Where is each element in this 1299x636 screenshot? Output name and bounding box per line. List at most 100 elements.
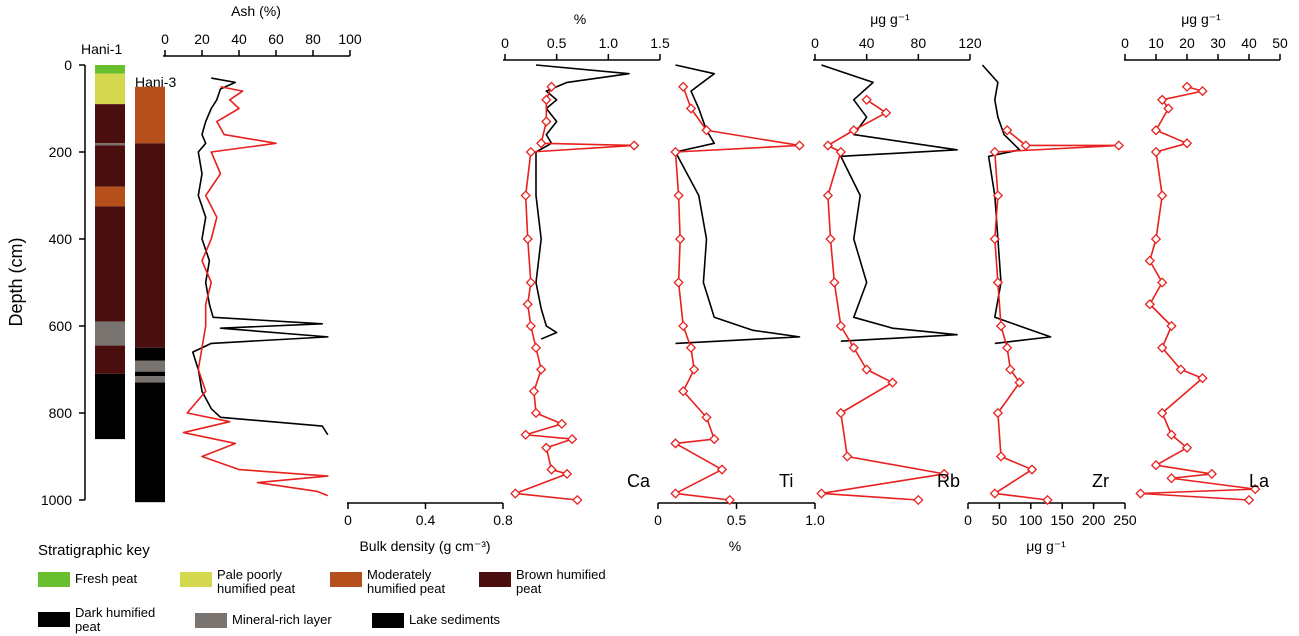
ugg-top-axis-title: μg g⁻¹: [870, 11, 910, 27]
series-point: [1181, 81, 1193, 92]
axis-tick-label: 0: [654, 512, 662, 528]
series-point: [1163, 103, 1174, 114]
lithology-unit: [95, 321, 125, 346]
series-point: [1005, 364, 1016, 375]
panel-label-zr: Zr: [1092, 471, 1109, 491]
series-point: [861, 94, 872, 105]
series-point: [670, 146, 681, 158]
series-point: [992, 190, 1004, 201]
series-point: [541, 94, 552, 105]
series-line-zr-hani-1: [981, 64, 1052, 345]
series-line-ash-hani-1: [191, 77, 329, 436]
ash-top-axis: Ash (%) 0 20 40 60 80 100: [161, 3, 362, 57]
series-point: [673, 190, 684, 201]
axis-tick-label: 50: [992, 512, 1008, 528]
lithology-unit: [135, 371, 165, 377]
swatch-lake-sediments: [372, 613, 404, 628]
series-line-zr-hani-3: [993, 129, 1120, 501]
swatch-dark-peat: [38, 612, 70, 627]
series-point: [1243, 494, 1255, 506]
series-point: [674, 233, 686, 245]
series-point: [510, 488, 521, 499]
axis-tick-label: 0.8: [493, 512, 513, 528]
percent-top-axis: % 0 0.5 1.0 1.5: [501, 11, 670, 61]
series-point: [1206, 468, 1217, 480]
series-point: [701, 412, 712, 423]
depth-tick-label: 400: [49, 231, 73, 247]
lithology-unit: [135, 360, 165, 372]
axis-tick-label: 40: [231, 31, 247, 47]
series-point: [1175, 364, 1186, 375]
legend-label: Lake sediments: [409, 612, 501, 627]
series-point: [1197, 85, 1208, 97]
series-point: [992, 407, 1004, 419]
series-point: [1197, 373, 1208, 384]
axis-tick-label: 0: [964, 512, 972, 528]
lithology-unit: [95, 145, 125, 187]
series-point: [1250, 483, 1261, 495]
series-point: [848, 125, 859, 136]
legend-label: Brown humified peat: [516, 567, 606, 596]
axis-tick-label: 0.5: [547, 35, 567, 51]
swatch-moderate-peat: [330, 572, 362, 587]
series-point: [673, 277, 684, 288]
series-point: [522, 299, 533, 310]
swatch-fresh-peat: [38, 572, 70, 587]
swatch-pale-peat: [180, 572, 212, 587]
axis-tick-label: 1.5: [650, 35, 670, 51]
series-point: [536, 138, 547, 149]
axis-tick-label: 40: [859, 35, 875, 51]
series-point: [678, 386, 689, 397]
axis-tick-label: 60: [268, 31, 284, 47]
lithology-column-hani1: [95, 65, 125, 440]
stratigraphic-key: Stratigraphic key Fresh peat Pale poorly…: [38, 540, 678, 636]
series-point: [520, 429, 531, 440]
depth-tick-label: 200: [49, 144, 73, 160]
series-point: [989, 146, 1000, 158]
depth-tick-label: 800: [49, 405, 73, 421]
panel-label-ti: Ti: [779, 471, 793, 491]
lithology-unit: [95, 65, 125, 74]
series-point: [842, 451, 853, 462]
series-point: [678, 81, 689, 92]
axis-tick-label: 80: [305, 31, 321, 47]
axis-tick-label: 40: [1241, 35, 1257, 51]
series-point: [709, 433, 720, 445]
series-point: [861, 364, 872, 375]
lithology-unit: [135, 376, 165, 383]
axis-tick-label: 120: [958, 35, 982, 51]
series-point: [913, 494, 924, 506]
swatch-mineral-layer: [195, 613, 227, 628]
series-point: [1026, 464, 1038, 475]
series-point: [880, 107, 892, 119]
series-point: [561, 468, 573, 480]
series-point: [556, 418, 567, 430]
depth-tick-label: 600: [49, 318, 73, 334]
series-point: [1144, 299, 1155, 310]
lithology-unit: [95, 345, 125, 374]
legend-label: Moderately humified peat: [367, 567, 446, 596]
series-point: [992, 277, 1004, 288]
lithology-unit: [95, 186, 125, 207]
series-point: [822, 190, 834, 201]
series-point: [939, 468, 950, 480]
series-point: [1157, 407, 1168, 419]
series-point: [670, 488, 681, 499]
series-point: [1150, 146, 1162, 158]
core-label-hani1: Hani-1: [81, 41, 122, 57]
axis-tick-label: 250: [1113, 512, 1137, 528]
lithology-unit: [135, 347, 165, 361]
axis-tick-label: 0: [344, 512, 352, 528]
series-point: [1181, 138, 1193, 149]
panel-label-la: La: [1249, 471, 1270, 491]
series-point: [887, 377, 898, 388]
series-point: [829, 277, 840, 288]
axis-tick-label: 10: [1148, 35, 1164, 51]
bulk-density-axis: 0 0.4 0.8 Bulk density (g cm⁻³): [344, 502, 513, 554]
axis-tick-label: 20: [194, 31, 210, 47]
swatch-brown-peat: [479, 572, 511, 587]
series-point: [701, 125, 712, 136]
series-point: [1181, 442, 1193, 453]
lithology-column-hani3: [135, 86, 165, 503]
